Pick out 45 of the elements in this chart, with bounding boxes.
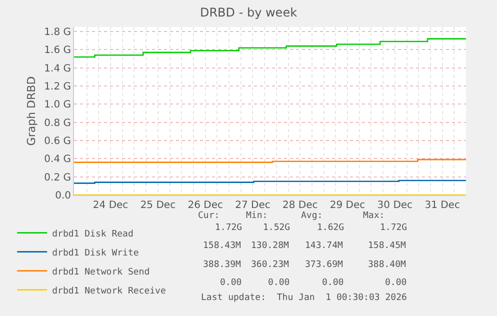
text: 1.62G (317, 223, 344, 233)
text: 143.74M (305, 241, 344, 251)
legend-label: drbd1 Network Send (52, 267, 150, 278)
text: 388.40M (368, 260, 407, 270)
text: 373.69M (305, 260, 344, 270)
y-tick-label: 0.8 G (44, 118, 71, 129)
text: 0.00 (322, 278, 344, 288)
text: 360.23M (251, 260, 290, 270)
text: 1.52G (263, 223, 290, 233)
x-tick-label: 28 Dec (282, 200, 318, 211)
text: 0.00 (385, 278, 407, 288)
text: Min: (246, 211, 268, 221)
chart-title: DRBD - by week (200, 5, 298, 20)
x-tick-label: 26 Dec (188, 200, 223, 211)
y-tick-label: 0.0 (55, 190, 71, 202)
text: 130.28M (251, 241, 290, 251)
legend-label: drbd1 Network Receive (52, 286, 166, 296)
text: Cur: (198, 211, 220, 221)
text: 158.45M (368, 241, 407, 251)
text: Avg: (301, 211, 323, 221)
y-tick-label: 1.6 G (44, 45, 71, 56)
y-tick-label: 0.2 G (44, 172, 71, 184)
text: 1.72G (215, 223, 242, 233)
y-axis-title: Graph DRBD (24, 76, 38, 146)
text: 388.39M (203, 260, 242, 270)
x-tick-label: 27 Dec (235, 200, 270, 211)
text: 0.00 (220, 278, 242, 288)
y-tick-label: 1.4 G (44, 63, 71, 74)
text: Last update: Thu Jan 1 00:30:03 2026 (201, 293, 407, 303)
text: 158.43M (203, 241, 242, 251)
x-tick-label: 30 Dec (377, 200, 413, 211)
x-tick-label: 25 Dec (140, 200, 176, 211)
x-tick-label: 24 Dec (92, 200, 128, 211)
legend-label: drbd1 Disk Write (52, 248, 139, 258)
text: 0.00 (268, 278, 290, 288)
y-tick-label: 0.4 G (44, 154, 71, 166)
y-tick-label: 1.8 G (44, 27, 71, 38)
x-tick-label: 29 Dec (330, 200, 366, 211)
legend-label: drbd1 Disk Read (52, 229, 134, 240)
y-tick-label: 0.6 G (44, 136, 71, 148)
text: 1.72G (380, 223, 408, 233)
x-tick-label: 31 Dec (424, 200, 460, 211)
y-tick-label: 1.0 G (44, 100, 71, 111)
text: Max: (363, 211, 385, 221)
y-tick-label: 1.2 G (44, 82, 71, 93)
